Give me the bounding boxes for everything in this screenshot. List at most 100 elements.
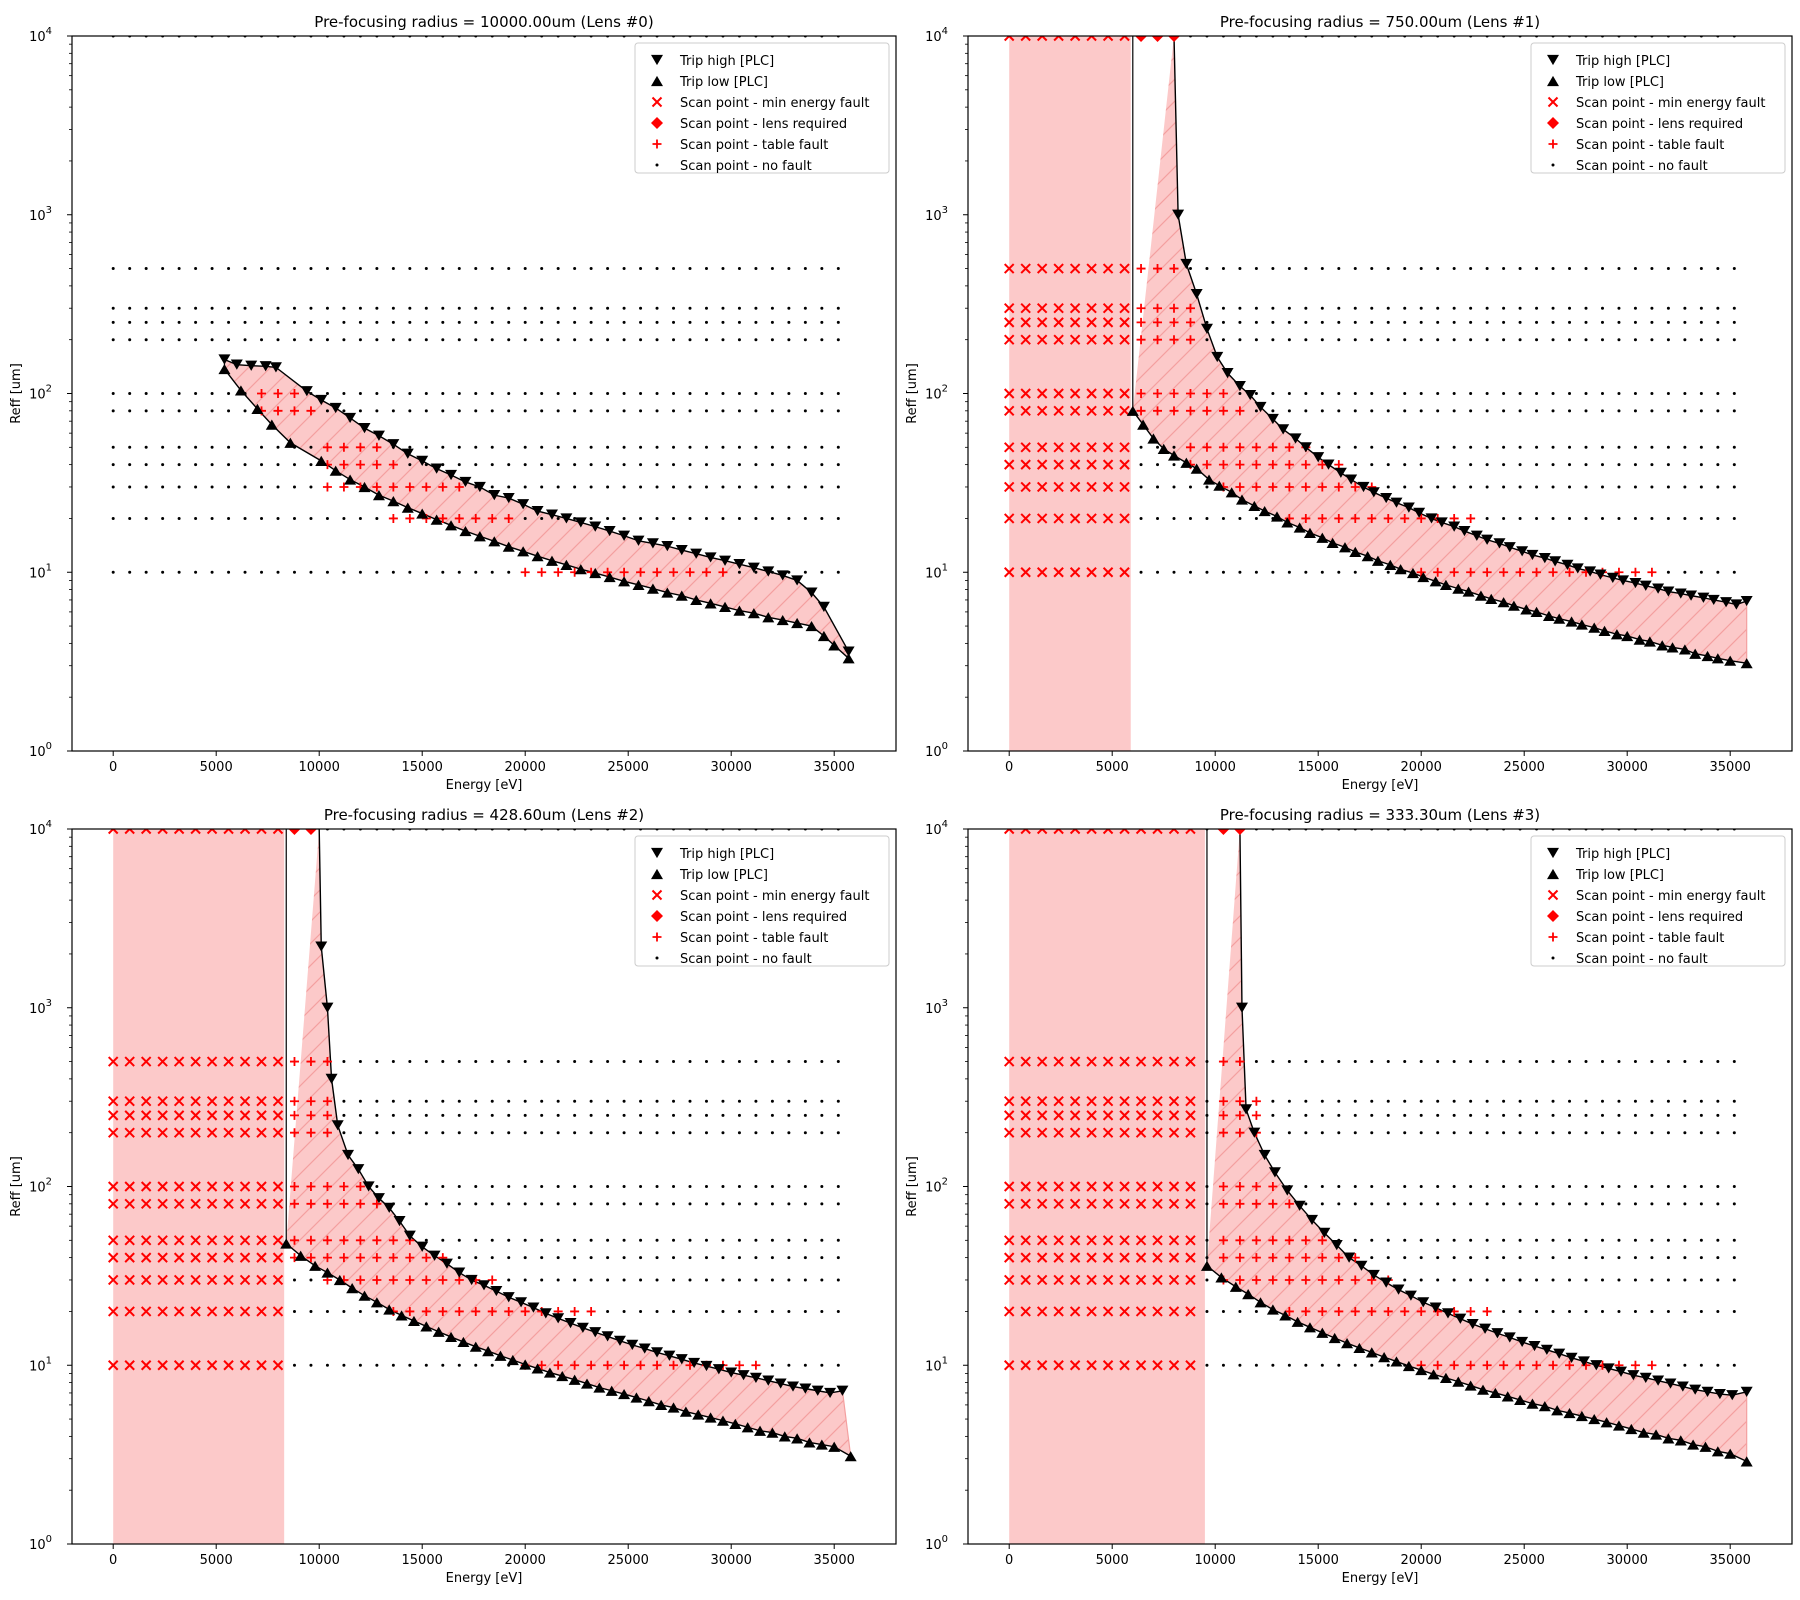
scan-point-min-energy-fault [1020, 1306, 1031, 1317]
y-tick-label: 102 [925, 1177, 948, 1196]
scan-point-no-fault [1386, 1202, 1390, 1206]
trip-low-marker [646, 583, 659, 594]
scan-point-min-energy-fault [124, 1181, 135, 1192]
scan-point-no-fault [1452, 1099, 1456, 1103]
scan-point-min-energy-fault [1168, 1360, 1180, 1371]
scan-point-no-fault [1386, 570, 1390, 574]
scan-point-table-fault [1614, 567, 1624, 577]
scan-point-no-fault [1320, 1099, 1324, 1103]
scan-point-no-fault [820, 1256, 824, 1260]
trip-high-marker [1701, 1386, 1714, 1397]
scan-point-no-fault [243, 320, 247, 324]
scan-point-no-fault [540, 445, 544, 449]
scan-point-table-fault [322, 1182, 332, 1191]
scan-point-no-fault [1403, 485, 1407, 489]
scan-point-no-fault [754, 516, 758, 520]
scan-point-min-energy-fault [272, 1056, 284, 1067]
trip-high-marker [1289, 433, 1302, 444]
scan-point-min-energy-fault [1185, 1056, 1196, 1067]
scan-point-no-fault [243, 570, 247, 574]
scan-point-table-fault [1153, 317, 1163, 327]
trip-low-marker [519, 1359, 532, 1370]
scan-point-min-energy-fault [1020, 1274, 1031, 1286]
scan-point-table-fault [339, 1199, 349, 1209]
scan-point-no-fault [540, 1131, 544, 1135]
scan-point-no-fault [1568, 485, 1572, 489]
scan-point-table-fault [1185, 406, 1195, 416]
trip-high-marker [1244, 389, 1257, 401]
scan-point-no-fault [1650, 1309, 1654, 1313]
trip-low-marker [805, 620, 818, 632]
x-tick-label: 15000 [1298, 1553, 1339, 1568]
scan-point-no-fault [1205, 267, 1209, 271]
scan-point-table-fault [1532, 567, 1542, 577]
scan-point-min-energy-fault [1020, 1110, 1031, 1121]
scan-point-no-fault [1271, 306, 1275, 310]
scan-point-min-energy-fault [1086, 263, 1097, 274]
scan-point-min-energy-fault [1086, 513, 1097, 524]
scan-point-no-fault [523, 463, 527, 467]
scan-point-min-energy-fault [206, 1235, 218, 1246]
scan-point-no-fault [704, 320, 708, 324]
scan-point-no-fault [639, 320, 643, 324]
scan-point-table-fault [734, 1360, 744, 1370]
scan-point-no-fault [737, 338, 741, 342]
trip-low-marker [581, 1378, 593, 1389]
scan-point-table-fault [1268, 460, 1278, 470]
scan-point-no-fault [1287, 392, 1291, 395]
scan-point-min-energy-fault [1003, 334, 1015, 345]
trip-high-marker [690, 548, 703, 559]
scan-point-min-energy-fault [1020, 442, 1031, 453]
scan-point-min-energy-fault [190, 829, 201, 835]
scan-point-no-fault [1419, 320, 1423, 324]
scan-point-no-fault [1732, 320, 1736, 324]
scan-point-no-fault [1386, 485, 1390, 489]
scan-point-no-fault [457, 1238, 461, 1242]
scan-point-no-fault [1535, 445, 1539, 449]
scan-point-no-fault [391, 409, 395, 413]
scan-point-no-fault [358, 409, 362, 413]
scan-point-no-fault [704, 1278, 708, 1282]
scan-point-min-energy-fault [272, 1181, 284, 1192]
scan-point-min-energy-fault [190, 1306, 201, 1317]
scan-point-min-energy-fault [157, 1181, 168, 1192]
y-axis-label: Reff [um] [9, 363, 24, 424]
x-tick-label: 15000 [402, 1553, 443, 1568]
scan-point-no-fault [210, 320, 214, 324]
scan-point-no-fault [358, 306, 362, 310]
x-tick-label: 10000 [1195, 760, 1236, 775]
scan-point-no-fault [820, 409, 824, 413]
scan-point-table-fault [388, 1235, 398, 1245]
scan-point-no-fault [556, 1185, 560, 1188]
scan-point-no-fault [1304, 392, 1308, 395]
scan-point-no-fault [589, 516, 593, 520]
scan-point-no-fault [276, 338, 280, 342]
scan-point-min-energy-fault [1086, 303, 1097, 314]
scan-point-no-fault [375, 338, 379, 342]
scan-point-no-fault [770, 1113, 774, 1117]
trip-high-marker [1235, 1002, 1248, 1013]
trip-high-marker [1345, 474, 1358, 485]
scan-point-min-energy-fault [1020, 303, 1031, 314]
scan-point-table-fault [438, 1306, 448, 1316]
scan-point-no-fault [1419, 1131, 1423, 1135]
trip-low-marker [842, 653, 855, 664]
legend-marker-x [651, 96, 663, 108]
scan-point-no-fault [556, 267, 560, 271]
scan-point-no-fault [639, 1278, 643, 1282]
scan-point-no-fault [1518, 409, 1522, 413]
scan-point-min-energy-fault [1053, 1360, 1064, 1371]
scan-point-no-fault [1386, 338, 1390, 342]
scan-point-no-fault [1436, 1238, 1440, 1242]
scan-point-min-energy-fault [173, 829, 185, 835]
scan-point-no-fault [688, 267, 692, 271]
scan-point-table-fault [1185, 303, 1195, 313]
scan-point-min-energy-fault [1003, 1274, 1015, 1286]
scan-point-table-fault [1400, 513, 1410, 523]
scan-point-no-fault [737, 1238, 741, 1242]
scan-point-no-fault [227, 516, 231, 520]
scan-point-no-fault [276, 463, 280, 467]
trip-high-marker [1639, 1372, 1652, 1383]
scan-point-no-fault [1732, 1202, 1736, 1206]
trip-low-marker [754, 1425, 767, 1436]
